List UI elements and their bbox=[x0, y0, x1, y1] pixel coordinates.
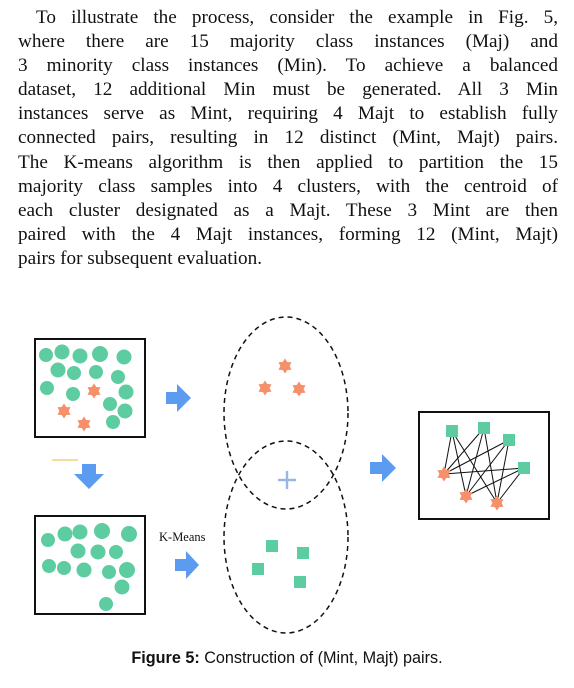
pair-connections bbox=[443, 427, 525, 504]
majority-sample bbox=[116, 349, 132, 365]
majority-sample bbox=[70, 543, 86, 559]
arrow-right-icon bbox=[370, 454, 396, 482]
minority-sample bbox=[77, 416, 91, 432]
paragraph-line: majority class samples into 4 clusters, … bbox=[18, 175, 558, 197]
arrow-right-icon bbox=[166, 384, 191, 412]
pair-mint-nodes bbox=[437, 466, 504, 511]
majority-sample bbox=[72, 524, 88, 540]
majority-sample bbox=[42, 559, 56, 573]
arrow-down-icon bbox=[74, 464, 104, 489]
majority-sample bbox=[117, 403, 133, 419]
majority-sample bbox=[111, 370, 125, 384]
majority-sample bbox=[121, 526, 137, 542]
pair-majt-nodes bbox=[446, 422, 530, 474]
majority-sample bbox=[54, 344, 70, 360]
paragraph-line: instances serve as Mint, requiring 4 Maj… bbox=[18, 103, 558, 125]
minority-samples-mint bbox=[258, 358, 306, 397]
majority-sample bbox=[50, 362, 66, 378]
majority-samples-original bbox=[39, 344, 134, 429]
majority-sample bbox=[57, 526, 73, 542]
paragraph-line: 3 minority class instances (Min). To ach… bbox=[18, 55, 558, 77]
majority-sample bbox=[109, 545, 123, 559]
majority-sample bbox=[66, 387, 80, 401]
majority-sample bbox=[40, 381, 54, 395]
majority-sample bbox=[92, 346, 108, 362]
paragraph-line: paired with the 4 Majt instances, formin… bbox=[18, 223, 558, 245]
minority-sample bbox=[292, 381, 306, 397]
dataset-box-original bbox=[34, 338, 146, 438]
centroid-sample bbox=[252, 563, 264, 575]
minority-sample bbox=[87, 383, 101, 399]
minority-sample bbox=[278, 358, 292, 374]
majority-sample bbox=[89, 365, 103, 379]
centroid-sample bbox=[297, 547, 309, 559]
majority-sample bbox=[57, 561, 71, 575]
centroid-sample bbox=[478, 422, 490, 434]
centroid-sample bbox=[294, 576, 306, 588]
majority-sample bbox=[41, 533, 55, 547]
figure-caption: Figure 5: Construction of (Mint, Majt) p… bbox=[0, 649, 574, 668]
arrow-right-icon bbox=[175, 551, 199, 579]
paragraph-line: where there are 15 majority class instan… bbox=[18, 31, 558, 53]
body-paragraph: To illustrate the process, consider the … bbox=[18, 6, 558, 271]
majority-sample bbox=[72, 348, 88, 364]
pairs-box bbox=[418, 411, 550, 520]
minority-group-ellipse bbox=[223, 316, 349, 510]
cluster-ellipse bbox=[223, 440, 349, 634]
paragraph-line: each cluster designated as a Majt. These… bbox=[18, 199, 558, 221]
paragraph-line: The K-means algorithm is then applied to… bbox=[18, 151, 558, 173]
caption-text: Construction of (Mint, Majt) pairs. bbox=[204, 649, 443, 667]
majority-sample bbox=[76, 562, 92, 578]
minority-sample bbox=[57, 403, 71, 419]
majority-centroids-majt bbox=[252, 540, 309, 588]
majority-sample bbox=[99, 597, 113, 611]
paragraph-line: connected pairs, resulting in 12 distinc… bbox=[18, 127, 558, 149]
caption-label: Figure 5: bbox=[131, 649, 200, 667]
majority-samples-clustering bbox=[41, 523, 137, 611]
paragraph-line: pairs for subsequent evaluation. bbox=[18, 247, 263, 269]
centroid-sample bbox=[266, 540, 278, 552]
majority-sample bbox=[102, 565, 116, 579]
paragraph-line: dataset, 12 additional Min must be gener… bbox=[18, 79, 558, 101]
dataset-box-majority bbox=[34, 515, 146, 615]
centroid-sample bbox=[446, 425, 458, 437]
paragraph-line: To illustrate the process, consider the … bbox=[36, 7, 558, 28]
majority-sample bbox=[90, 544, 106, 560]
centroid-plus-icon bbox=[278, 471, 296, 489]
majority-sample bbox=[67, 366, 81, 380]
majority-sample bbox=[103, 397, 117, 411]
majority-sample bbox=[39, 348, 53, 362]
majority-sample bbox=[106, 415, 120, 429]
majority-sample bbox=[94, 523, 110, 539]
majority-sample bbox=[118, 384, 134, 400]
majority-sample bbox=[119, 562, 135, 578]
majority-sample bbox=[114, 579, 130, 595]
centroid-sample bbox=[503, 434, 515, 446]
centroid-sample bbox=[518, 462, 530, 474]
minority-sample bbox=[258, 380, 272, 396]
kmeans-label: K-Means bbox=[159, 530, 206, 544]
